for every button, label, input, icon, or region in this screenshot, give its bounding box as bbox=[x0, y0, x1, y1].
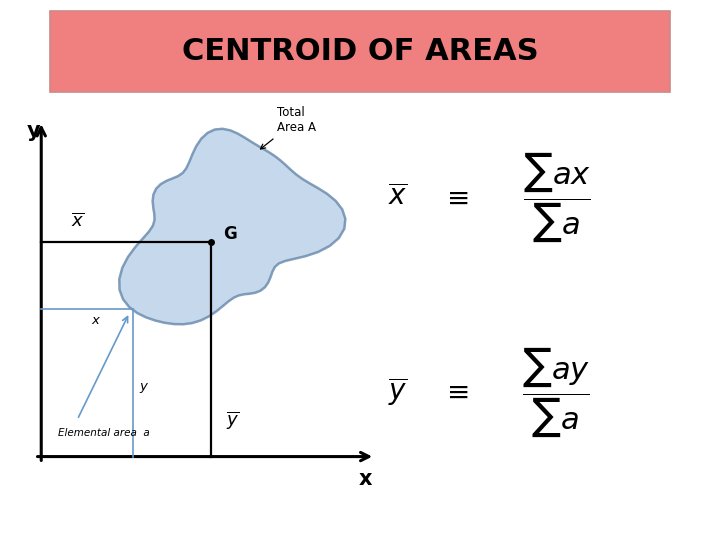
Text: $\dfrac{\sum ax}{\sum a}$: $\dfrac{\sum ax}{\sum a}$ bbox=[523, 151, 590, 244]
Text: $\overline{x}$: $\overline{x}$ bbox=[387, 184, 407, 212]
Text: $\equiv$: $\equiv$ bbox=[441, 184, 469, 212]
Text: Total
Area A: Total Area A bbox=[261, 106, 316, 149]
Text: $\equiv$: $\equiv$ bbox=[441, 378, 469, 406]
Text: G: G bbox=[223, 225, 237, 242]
FancyBboxPatch shape bbox=[50, 11, 670, 92]
Polygon shape bbox=[120, 129, 346, 325]
Text: Elemental area  a: Elemental area a bbox=[58, 428, 149, 438]
Text: y: y bbox=[140, 380, 148, 393]
Text: $\overline{y}$: $\overline{y}$ bbox=[226, 409, 239, 430]
Text: $\overline{y}$: $\overline{y}$ bbox=[387, 375, 407, 408]
Text: y: y bbox=[27, 122, 40, 141]
Text: x: x bbox=[91, 314, 99, 327]
Text: x: x bbox=[359, 469, 372, 489]
Text: $\dfrac{\sum ay}{\sum a}$: $\dfrac{\sum ay}{\sum a}$ bbox=[523, 345, 590, 438]
Text: $\overline{x}$: $\overline{x}$ bbox=[71, 212, 84, 230]
Text: CENTROID OF AREAS: CENTROID OF AREAS bbox=[181, 37, 539, 66]
